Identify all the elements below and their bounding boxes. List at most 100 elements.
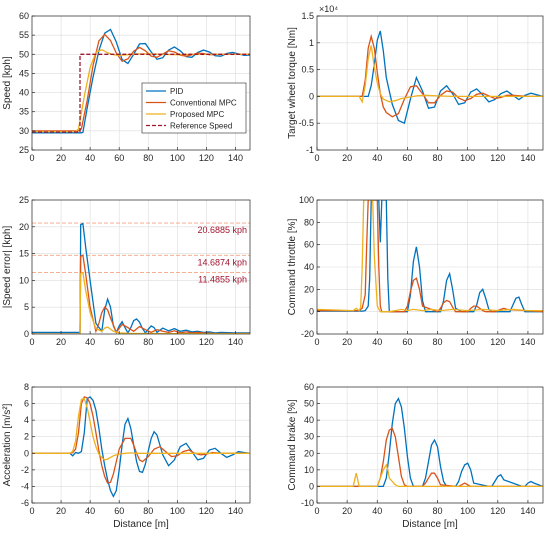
x-tick-label: 60 (114, 153, 124, 163)
x-tick-label: 120 (490, 153, 505, 163)
y-tick-label: 35 (19, 107, 29, 117)
x-tick-label: 120 (199, 153, 214, 163)
series-line-pid (317, 200, 543, 313)
series-line-conv (32, 254, 250, 334)
y-tick-label: 20 (304, 448, 314, 458)
error-chart: 20.6885 kph 14.6874 kph 11.4855 kph 0 20 40 60… (2, 195, 251, 347)
axes-frame (31, 386, 251, 504)
axes-frame (316, 386, 544, 504)
x-tick-label: 80 (433, 506, 443, 516)
speed-chart: 0 20 40 60 80 100 120 140 25 30 35 40 45 50 55 60 Speed … (2, 11, 251, 163)
y-tick-label: 60 (19, 11, 29, 21)
accel-chart: 0 20 40 60 80 100 120 140 -6 -4 -2 0 2 4 6 8 Acceleratio… (2, 382, 251, 530)
y-tick-label: 4 (24, 415, 29, 425)
x-tick-label: 140 (520, 337, 535, 347)
x-tick-label: 80 (433, 337, 443, 347)
series-line-pid (32, 222, 250, 334)
threshold-label: 20.6885 kph (197, 225, 247, 235)
y-tick-label: 20 (19, 222, 29, 232)
y-tick-label: 50 (19, 49, 29, 59)
y-tick-label: 30 (304, 432, 314, 442)
y-tick-label: -0.5 (298, 118, 314, 128)
x-tick-label: 140 (228, 506, 243, 516)
axes-frame (31, 199, 251, 335)
threshold-label: 14.6874 kph (197, 257, 247, 267)
x-tick-label: 60 (402, 337, 412, 347)
y-tick-label: 40 (304, 415, 314, 425)
legend-label: Conventional MPC (170, 99, 237, 108)
throttle-chart: 0 20 40 60 80 100 120 140-20020406080100Command… (287, 195, 544, 347)
series-line-pid (32, 396, 250, 498)
x-tick-label: 40 (372, 153, 382, 163)
y-tick-label: 0 (309, 307, 314, 317)
x-tick-label: 0 (29, 153, 34, 163)
series-line-conv (32, 396, 250, 484)
x-tick-label: 120 (490, 506, 505, 516)
x-tick-label: 20 (56, 506, 66, 516)
x-tick-label: 140 (520, 506, 535, 516)
x-tick-label: 100 (170, 506, 185, 516)
y-tick-label: 5 (24, 302, 29, 312)
x-tick-label: 100 (460, 506, 475, 516)
series-line-prop (317, 45, 543, 104)
x-tick-label: 140 (228, 337, 243, 347)
y-tick-label: 30 (19, 126, 29, 136)
x-tick-label: 100 (460, 153, 475, 163)
plot-area (32, 387, 250, 503)
y-tick-label: -4 (21, 481, 29, 491)
x-tick-label: 100 (460, 337, 475, 347)
y-tick-label: 0.5 (301, 65, 314, 75)
plot-area (32, 200, 250, 334)
x-axis-label: Distance [m] (113, 519, 169, 530)
y-tick-label: -1 (306, 145, 314, 155)
x-tick-label: 20 (342, 153, 352, 163)
y-tick-label: 45 (19, 68, 29, 78)
y-tick-label: 100 (299, 195, 314, 205)
x-tick-label: 0 (314, 506, 319, 516)
x-tick-label: 40 (85, 153, 95, 163)
y-tick-label: -20 (301, 329, 314, 339)
plot-area (317, 387, 543, 503)
x-tick-label: 100 (170, 337, 185, 347)
legend-label: Proposed MPC (170, 110, 224, 119)
y-axis-label: Command brake [%] (287, 399, 298, 490)
legend: PID Conventional MPC Proposed MPC Reference… (141, 82, 247, 134)
x-tick-label: 20 (342, 337, 352, 347)
x-tick-label: 60 (114, 337, 124, 347)
series-line-pid (317, 30, 543, 125)
x-tick-label: 60 (402, 153, 412, 163)
y-tick-label: 20 (304, 284, 314, 294)
x-tick-label: 40 (85, 337, 95, 347)
x-tick-label: 140 (520, 153, 535, 163)
x-tick-label: 40 (372, 506, 382, 516)
y-tick-label: 0 (309, 91, 314, 101)
y-tick-label: -2 (21, 465, 29, 475)
y-tick-label: -10 (301, 498, 314, 508)
legend-label: Reference Speed (170, 122, 232, 131)
y-tick-label: 8 (24, 382, 29, 392)
y-tick-label: 50 (304, 399, 314, 409)
y-tick-label: 15 (19, 249, 29, 259)
legend-label: PID (170, 87, 184, 96)
y-tick-label: 10 (19, 275, 29, 285)
y-tick-label: 60 (304, 240, 314, 250)
x-tick-label: 20 (56, 337, 66, 347)
x-tick-label: 40 (372, 337, 382, 347)
y-tick-label: 0 (24, 448, 29, 458)
y-tick-label: 0 (309, 481, 314, 491)
y-axis-label: Acceleration [m/s²] (2, 403, 13, 486)
y-tick-label: 1.5 (301, 11, 314, 21)
x-tick-label: 120 (199, 506, 214, 516)
y-tick-label: 10 (304, 465, 314, 475)
brake-chart: 0 20 40 60 80 100 120 140-100102030405060Comman… (287, 382, 544, 530)
x-tick-label: 60 (114, 506, 124, 516)
x-tick-label: 140 (228, 153, 243, 163)
x-tick-label: 0 (314, 337, 319, 347)
y-axis-label: Target wheel torque [Nm] (287, 27, 298, 139)
y-tick-label: 60 (304, 382, 314, 392)
y-tick-label: 40 (304, 262, 314, 272)
x-tick-label: 80 (143, 153, 153, 163)
axes-frame (31, 15, 251, 151)
plot-area (317, 16, 543, 150)
